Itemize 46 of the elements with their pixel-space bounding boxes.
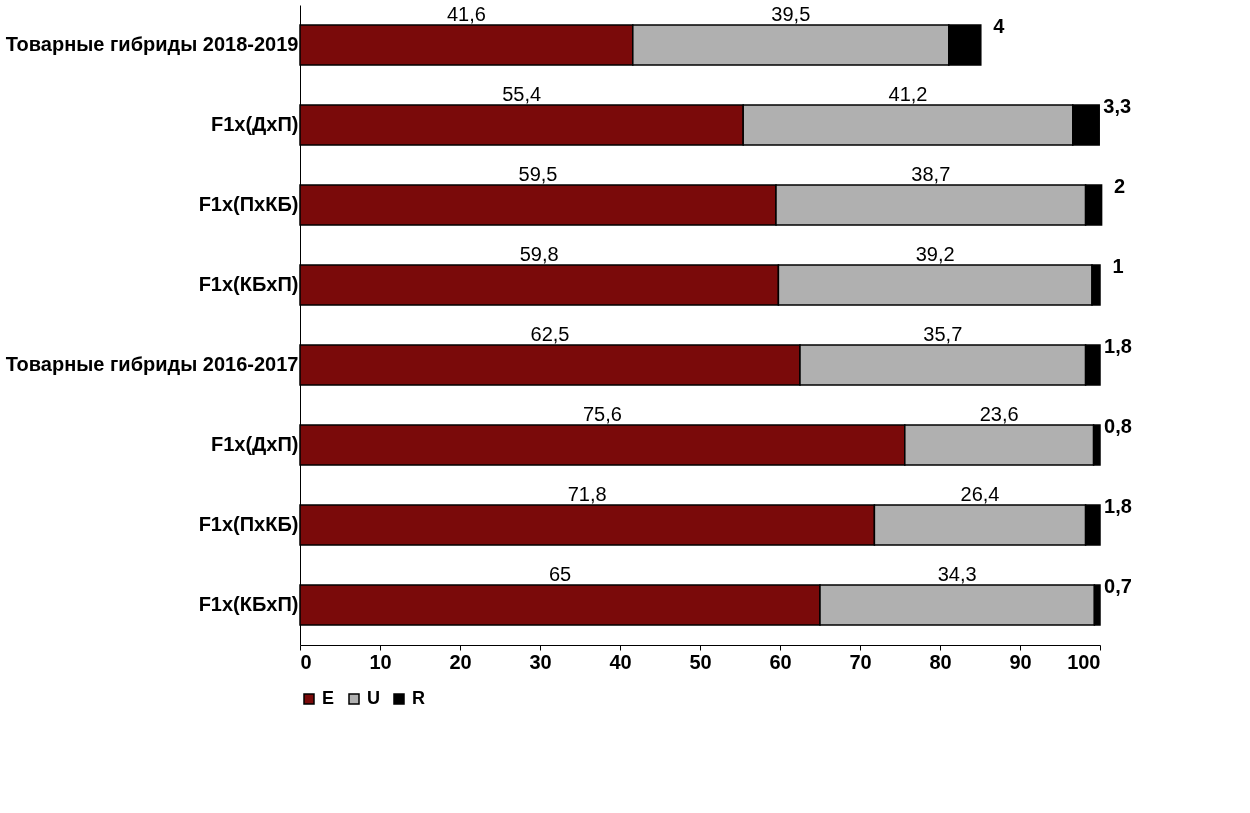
legend-label: U	[367, 688, 380, 708]
data-label: 62,5	[530, 323, 570, 345]
data-label: 39,5	[771, 3, 811, 25]
x-tick-label: 30	[529, 650, 552, 673]
x-tick-label: 100	[1067, 650, 1101, 673]
data-label: 39,2	[915, 243, 955, 265]
data-label: 1,8	[1104, 495, 1132, 517]
data-label: 71,8	[567, 483, 607, 505]
data-label: 3,3	[1103, 95, 1132, 117]
data-label: 35,7	[923, 323, 963, 345]
y-tick-label: F1x(ДхП)	[210, 113, 299, 135]
y-tick-label: F1x(ДхП)	[210, 433, 299, 455]
data-label: 0,7	[1104, 575, 1132, 597]
x-tick-label: 60	[769, 650, 792, 673]
y-tick-label: F1x(КБхП)	[198, 593, 299, 615]
x-tick-label: 70	[849, 650, 872, 673]
x-tick-label: 90	[1009, 650, 1032, 673]
y-tick-label: F1x(КБхП)	[198, 273, 299, 295]
data-label: 2	[1114, 175, 1126, 197]
data-label: 59,8	[519, 243, 559, 265]
legend-label: R	[412, 688, 425, 708]
y-tick-label: F1x(ПхКБ)	[198, 513, 299, 535]
data-label: 41,2	[888, 83, 928, 105]
x-tick-label: 10	[369, 650, 392, 673]
y-tick-label: Товарные гибриды 2016-2017	[5, 353, 299, 375]
y-tick-label: Товарные гибриды 2018-2019	[5, 33, 299, 55]
data-label: 38,7	[911, 163, 951, 185]
x-tick-label: 40	[609, 650, 632, 673]
data-label: 26,4	[960, 483, 1000, 505]
x-tick-label: 80	[929, 650, 952, 673]
data-label: 1	[1112, 255, 1124, 277]
x-tick-label: 50	[689, 650, 712, 673]
y-tick-label: F1x(ПхКБ)	[198, 193, 299, 215]
data-label: 23,6	[979, 403, 1019, 425]
data-label: 59,5	[518, 163, 558, 185]
data-label: 4	[993, 15, 1006, 37]
data-label: 75,6	[582, 403, 622, 425]
x-tick-label: 0	[300, 650, 312, 673]
data-label: 1,8	[1104, 335, 1132, 357]
data-label: 0,8	[1104, 415, 1132, 437]
x-tick-label: 20	[449, 650, 472, 673]
data-label: 65	[548, 563, 572, 585]
data-label: 34,3	[937, 563, 977, 585]
legend-label: E	[322, 688, 335, 708]
data-label: 41,6	[446, 3, 486, 25]
data-label: 55,4	[502, 83, 542, 105]
